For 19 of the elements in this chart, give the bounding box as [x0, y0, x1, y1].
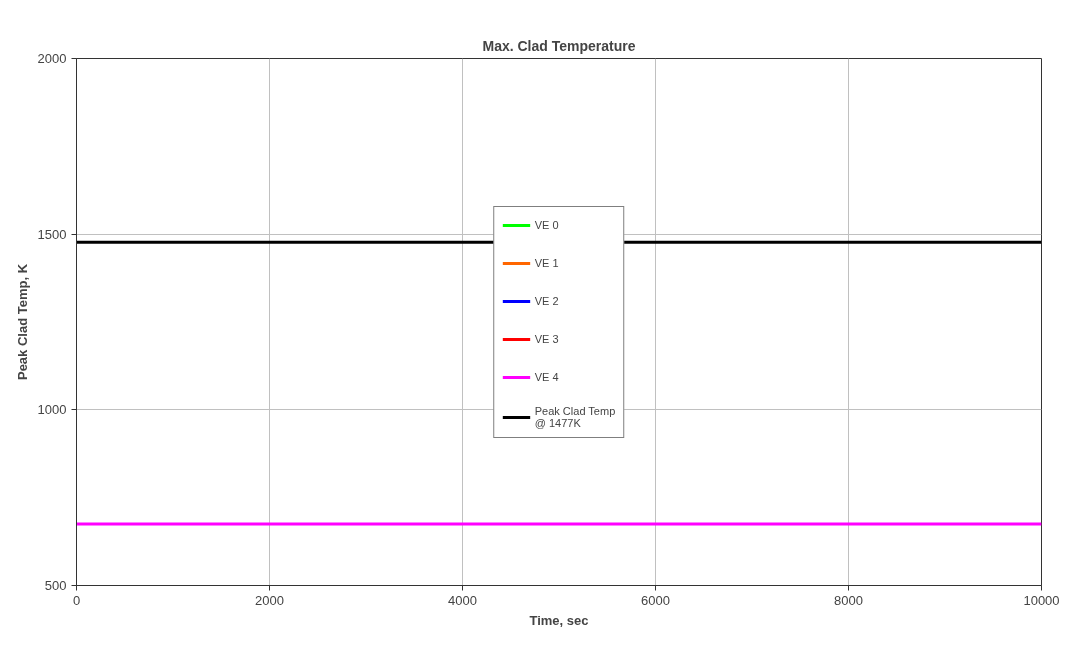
y-tick-label: 1000 — [37, 402, 67, 418]
legend-label: VE 3 — [534, 332, 559, 345]
legend-label: VE 1 — [534, 256, 559, 269]
x-tick-label: 4000 — [448, 592, 477, 608]
x-tick-label: 6000 — [641, 592, 670, 608]
legend-label: Peak Clad Temp @ 1477K — [534, 404, 616, 429]
x-tick-label: 0 — [72, 592, 81, 608]
x-tick-label: 10000 — [1023, 592, 1060, 608]
y-tick-label: 2000 — [37, 51, 67, 66]
legend-label: VE 2 — [534, 294, 559, 307]
y-tick-label: 500 — [44, 578, 67, 593]
legend-label: VE 0 — [534, 218, 559, 231]
chart-title: Max. Clad Temperature — [482, 37, 636, 54]
x-axis-title: Time, sec — [529, 612, 589, 628]
x-tick-label: 2000 — [255, 592, 284, 608]
y-tick-label: 1500 — [37, 226, 67, 242]
x-tick-label: 8000 — [834, 592, 863, 608]
legend-label: VE 4 — [534, 370, 559, 383]
y-axis-title: Peak Clad Temp, K — [14, 263, 30, 381]
